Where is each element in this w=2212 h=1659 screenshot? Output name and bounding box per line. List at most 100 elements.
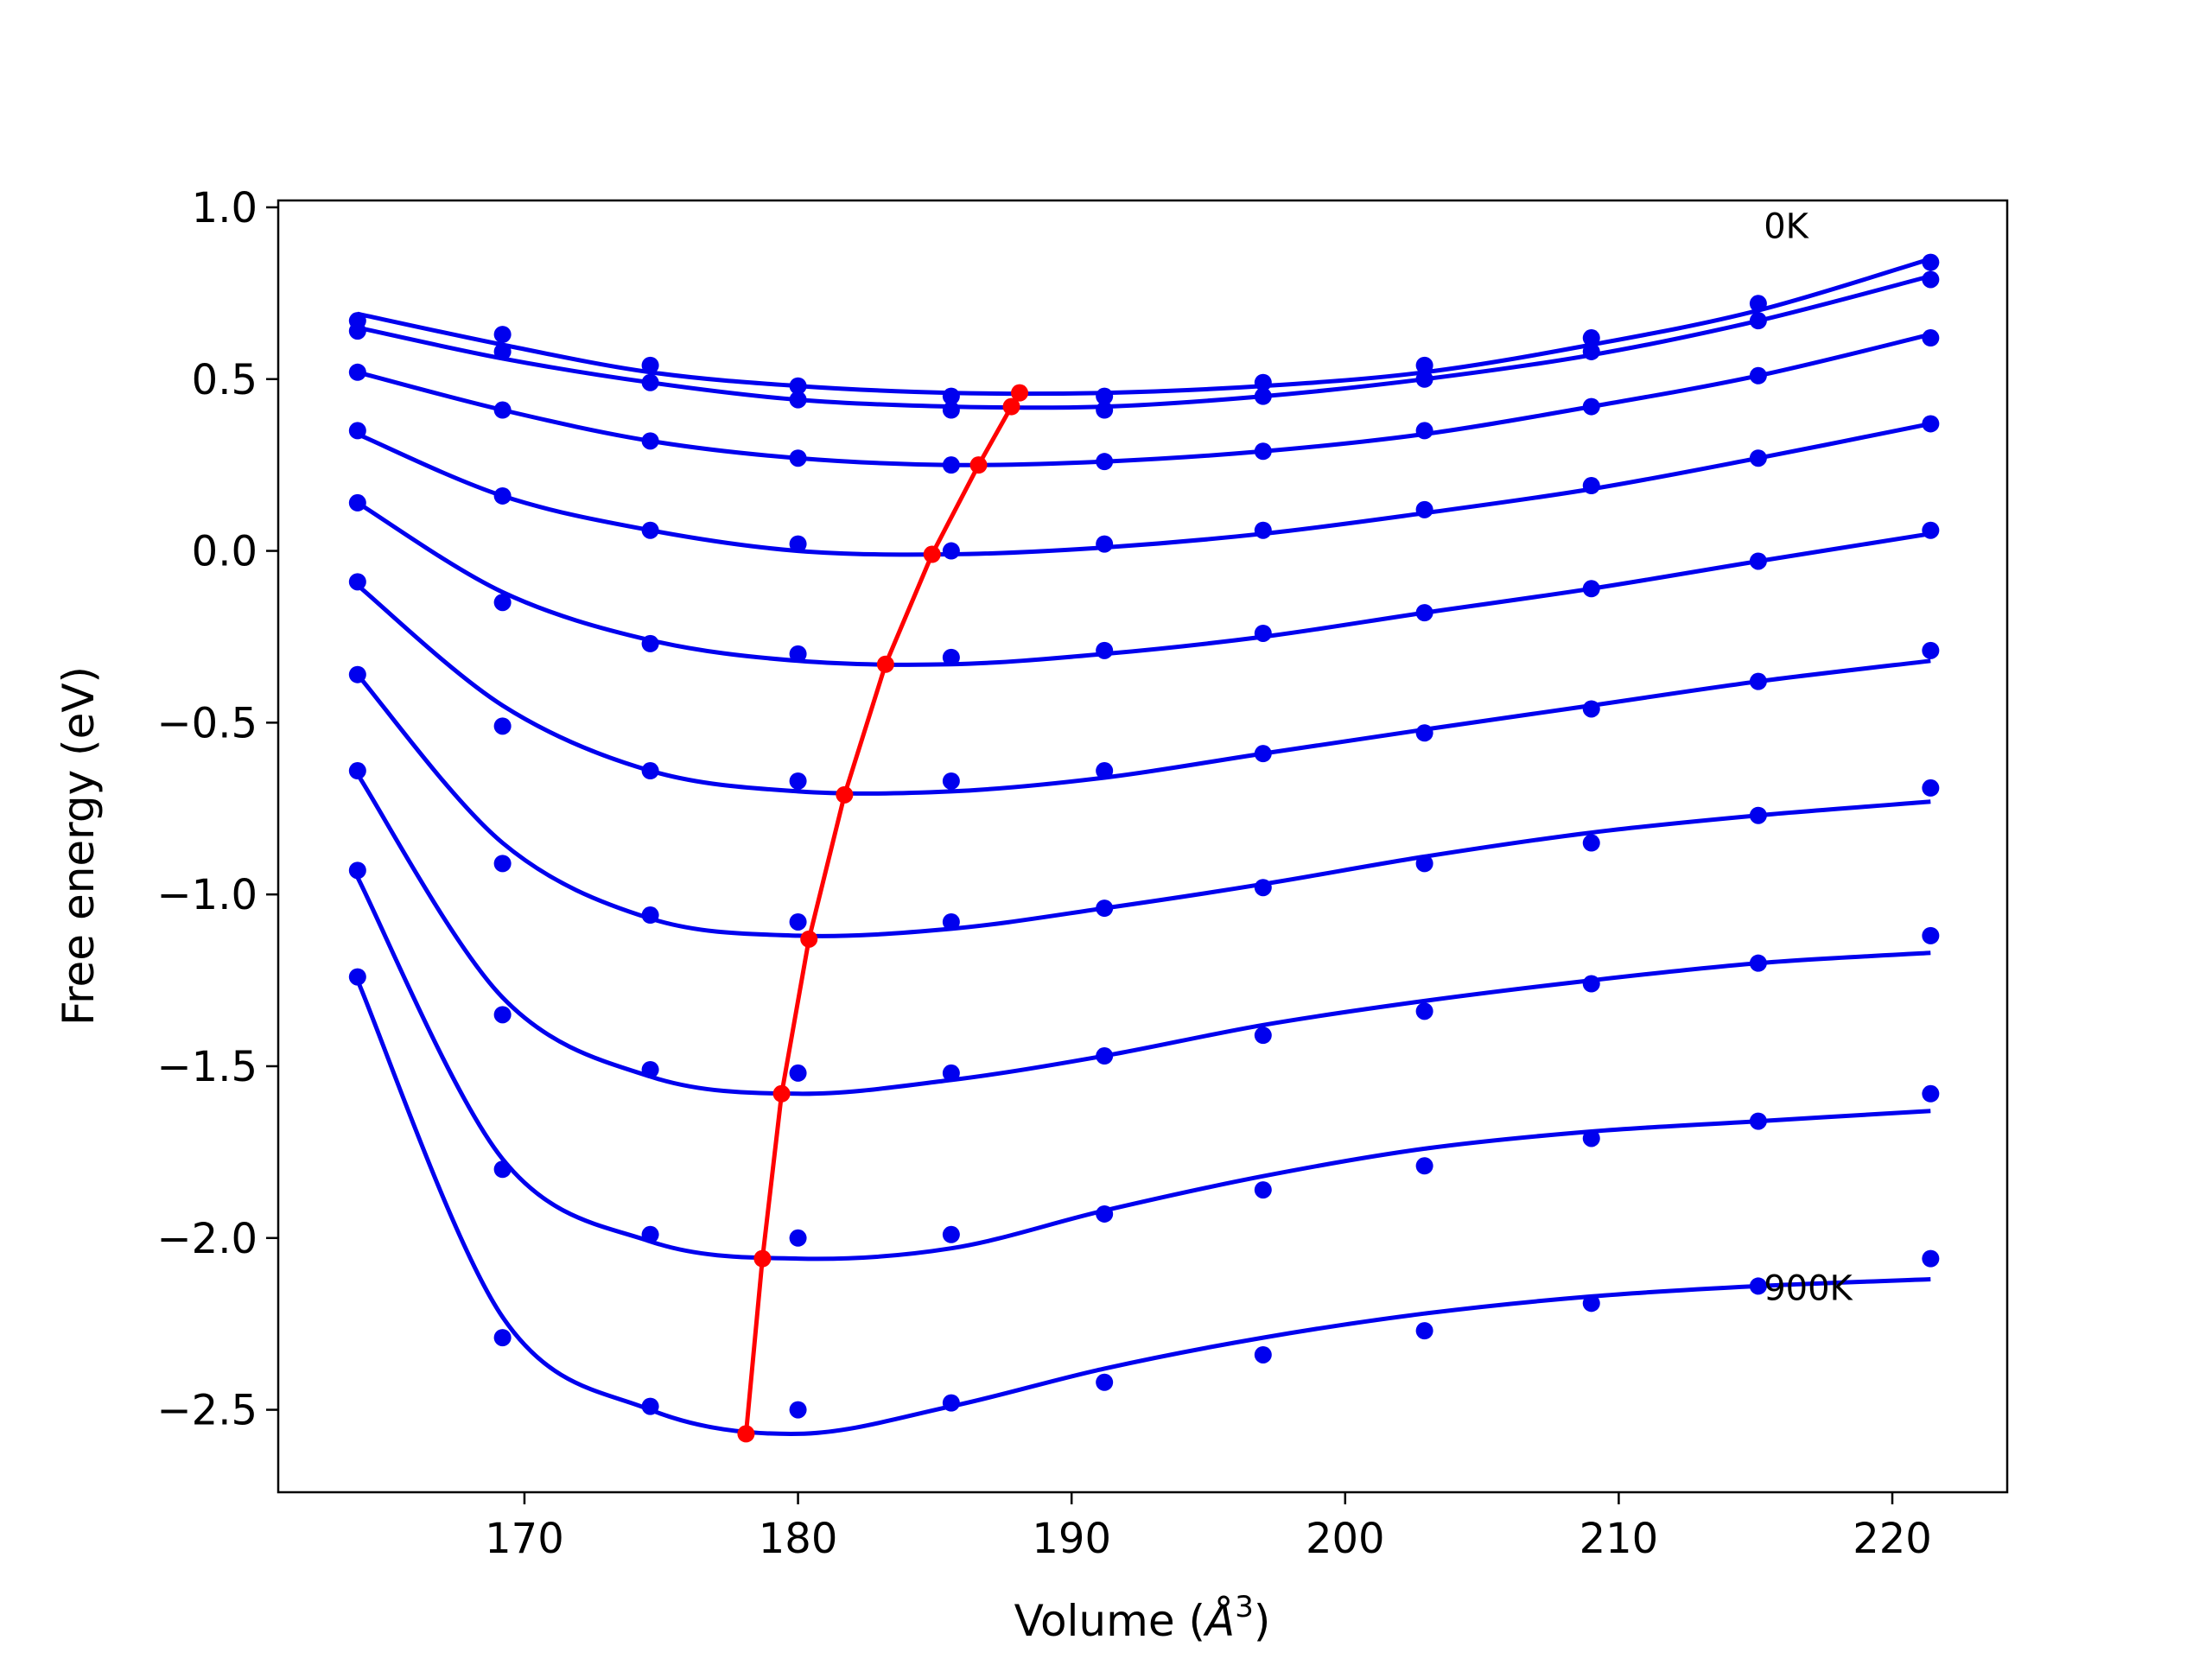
data-point: [348, 665, 366, 683]
data-point: [1096, 1047, 1114, 1065]
plot-frame: [276, 199, 2009, 1494]
x-tick-label: 190: [1032, 1515, 1111, 1563]
data-point: [1582, 834, 1600, 852]
data-point: [348, 422, 366, 440]
minimum-curve: [737, 384, 1029, 1443]
data-point: [1922, 779, 1940, 797]
minimum-point: [1002, 397, 1020, 416]
data-point: [1096, 641, 1114, 659]
data-point: [1582, 477, 1600, 495]
fit-curve-8: [355, 876, 1931, 1262]
minimum-point: [876, 655, 894, 673]
data-point: [1415, 422, 1433, 440]
minimum-point: [923, 545, 941, 563]
data-point: [942, 401, 960, 419]
data-point: [1254, 1027, 1272, 1045]
annotation-label: 0K: [1764, 207, 1809, 247]
data-point: [1749, 1277, 1767, 1295]
data-point: [1749, 1112, 1767, 1130]
data-point: [493, 486, 512, 505]
x-tick-label: 210: [1580, 1515, 1659, 1563]
y-tick-label: −0.5: [156, 699, 257, 747]
minimum-point: [1011, 384, 1029, 402]
data-point: [1096, 1205, 1114, 1223]
data-point: [1582, 700, 1600, 718]
data-point: [1922, 641, 1940, 659]
data-point: [1415, 1157, 1433, 1175]
data-point: [789, 912, 807, 931]
data-point: [1415, 604, 1433, 622]
data-point: [1922, 1249, 1940, 1268]
minimum-point: [969, 456, 988, 474]
data-point: [493, 1006, 512, 1024]
data-point: [1582, 1129, 1600, 1147]
data-point: [942, 648, 960, 666]
data-point: [493, 594, 512, 612]
data-points: [348, 253, 1940, 1419]
y-axis-ticks: 1.0 0.5 0.0 −0.5 −1.0 −1.5 −2.0 −2.5: [156, 184, 278, 1435]
data-point: [1096, 387, 1114, 405]
data-point: [348, 762, 366, 780]
data-point: [942, 1064, 960, 1082]
data-point: [1254, 1345, 1272, 1363]
data-point: [942, 772, 960, 790]
data-point: [1096, 899, 1114, 918]
data-point: [1582, 1294, 1600, 1313]
data-point: [493, 342, 512, 360]
data-point: [1096, 401, 1114, 419]
data-point: [1254, 373, 1272, 391]
data-point: [942, 456, 960, 474]
data-point: [641, 1060, 659, 1078]
x-tick-label: 220: [1853, 1515, 1932, 1563]
data-point: [789, 391, 807, 409]
data-point: [789, 645, 807, 663]
y-tick-label: 0.5: [192, 356, 257, 404]
data-point: [1415, 500, 1433, 518]
minimum-line: [743, 391, 1022, 1434]
data-point: [1415, 855, 1433, 873]
data-point: [348, 968, 366, 986]
fit-curve-7: [355, 772, 1931, 1096]
data-point: [348, 861, 366, 880]
data-point: [1749, 806, 1767, 824]
data-point: [1922, 253, 1940, 271]
annotations: 0K 900K: [1764, 207, 1853, 1309]
x-tick-label: 180: [759, 1515, 838, 1563]
data-point: [641, 906, 659, 925]
data-point: [1096, 535, 1114, 553]
data-point: [1415, 1322, 1433, 1340]
data-point: [789, 1229, 807, 1247]
data-point: [789, 772, 807, 790]
data-point: [493, 401, 512, 419]
data-point: [1415, 1002, 1433, 1020]
data-point: [1254, 521, 1272, 539]
data-point: [493, 326, 512, 344]
data-point: [493, 1329, 512, 1347]
data-point: [641, 373, 659, 391]
data-point: [641, 762, 659, 780]
x-tick-label: 170: [485, 1515, 564, 1563]
data-point: [1922, 329, 1940, 347]
data-point: [1096, 453, 1114, 471]
data-point: [1254, 745, 1272, 763]
data-point: [1749, 312, 1767, 330]
data-point: [1749, 954, 1767, 972]
minimum-point: [772, 1084, 791, 1103]
data-point: [1749, 449, 1767, 467]
data-point: [1582, 342, 1600, 360]
data-point: [789, 535, 807, 553]
data-point: [789, 449, 807, 467]
data-point: [641, 1225, 659, 1243]
y-tick-label: 0.0: [192, 528, 257, 576]
y-tick-label: −1.0: [156, 871, 257, 919]
data-point: [1922, 521, 1940, 539]
data-point: [1922, 926, 1940, 944]
data-point: [1922, 415, 1940, 433]
x-tick-label: 200: [1306, 1515, 1385, 1563]
data-point: [1254, 442, 1272, 461]
data-point: [348, 363, 366, 381]
y-tick-label: −2.5: [156, 1387, 257, 1435]
data-point: [493, 1160, 512, 1179]
data-point: [1582, 975, 1600, 993]
